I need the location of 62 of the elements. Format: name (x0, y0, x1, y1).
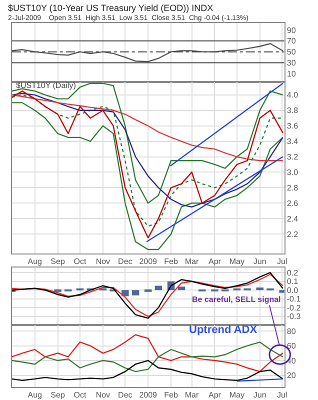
line-series (12, 360, 284, 382)
line-series (12, 94, 284, 162)
x-tick-label: May (229, 390, 244, 400)
y-tick-label: -0.1 (286, 294, 302, 304)
x-tick-label: Sep (50, 390, 66, 400)
bar (256, 287, 264, 290)
x-tick-label: Sep (50, 256, 66, 266)
x-tick-label: Jul (276, 256, 288, 266)
bar (54, 289, 62, 292)
y-tick-label: -0.2 (286, 303, 302, 312)
x-tick-label: Apr (208, 256, 222, 266)
y-tick-label: 60 (286, 342, 296, 351)
chart-title: $UST10Y (10-Year US Treasury Yield (EOD)) INDX (8, 3, 214, 13)
x-tick-label: 2009 (139, 390, 158, 400)
annotation: Be careful, SELL signal (192, 295, 281, 304)
bar (178, 286, 186, 290)
x-tick-label: Jun (253, 256, 266, 266)
annotation: $UST10Y (Daily) (16, 81, 76, 90)
y-tick-label: 2.8 (286, 183, 299, 192)
y-tick-label: 20 (286, 371, 296, 380)
y-tick-label: 10 (286, 69, 296, 78)
y-tick-label: 0.1 (286, 277, 299, 286)
bar (132, 290, 140, 296)
x-tick-label: Jul (276, 390, 288, 400)
x-tick-label: May (229, 256, 244, 266)
y-tick-label: 3.2 (286, 152, 299, 162)
y-tick-label: 0.2 (286, 268, 299, 278)
y-tick-label: 70 (286, 36, 296, 46)
y-tick-label: 90 (286, 26, 296, 35)
bar (144, 289, 152, 292)
x-tick-label: Apr (208, 390, 222, 400)
x-tick-label: Dec (118, 256, 132, 266)
x-tick-label: 2009 (139, 256, 158, 266)
x-tick-label: Nov (96, 390, 110, 400)
bar (122, 290, 129, 296)
bar (154, 286, 162, 290)
annotation: Uptrend ADX (189, 324, 258, 336)
x-tick-label: Aug (28, 256, 42, 266)
y-tick-label: 2.6 (286, 198, 299, 208)
y-tick-label: 0.0 (286, 286, 299, 295)
x-tick-label: Nov (96, 256, 110, 266)
y-tick-label: 30 (286, 58, 296, 68)
x-tick-label: Jun (253, 390, 266, 400)
y-tick-label: 3.8 (286, 106, 299, 116)
y-tick-label: 2.2 (286, 230, 299, 239)
x-tick-label: Feb (164, 256, 178, 266)
x-tick-label: Oct (74, 390, 87, 400)
y-tick-label: 4.0 (286, 90, 299, 100)
y-tick-label: 80 (286, 326, 296, 336)
x-tick-label: Feb (164, 390, 178, 400)
x-tick-label: Aug (28, 390, 42, 400)
y-tick-label: 3.0 (286, 168, 299, 178)
y-tick-label: 50 (286, 48, 296, 57)
x-tick-label: Oct (74, 256, 87, 266)
line-series (12, 43, 284, 62)
x-tick-label: Dec (118, 390, 132, 400)
y-tick-label: 3.6 (286, 122, 299, 131)
x-tick-label: Mar (184, 390, 199, 400)
x-tick-label: Mar (184, 256, 199, 266)
y-tick-label: 2.4 (286, 214, 299, 224)
y-tick-label: 3.4 (286, 137, 299, 146)
y-tick-label: -0.3 (286, 312, 302, 322)
